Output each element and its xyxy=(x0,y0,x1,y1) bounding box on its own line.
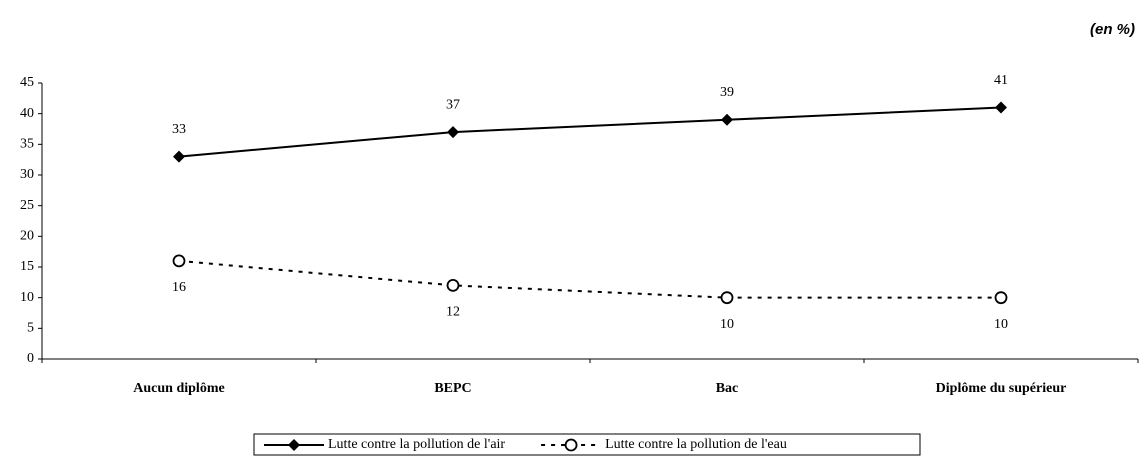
y-tick-label: 30 xyxy=(20,167,34,182)
data-label: 16 xyxy=(172,280,186,295)
marker xyxy=(564,438,578,452)
marker xyxy=(995,101,1007,114)
data-label: 12 xyxy=(446,305,460,320)
y-tick-label: 25 xyxy=(20,198,34,213)
series-line xyxy=(178,259,1001,299)
data-label: 10 xyxy=(720,317,734,332)
x-tick-label: Diplôme du supérieur xyxy=(936,381,1067,396)
y-tick-label: 20 xyxy=(20,229,34,244)
marker xyxy=(172,254,186,268)
marker xyxy=(720,291,734,305)
marker xyxy=(173,150,185,163)
marker xyxy=(447,126,459,139)
legend-label: Lutte contre la pollution de l'air xyxy=(328,437,505,452)
data-label: 39 xyxy=(720,85,734,100)
marker xyxy=(288,439,300,451)
y-tick-label: 35 xyxy=(20,137,34,152)
annotation: (en %) xyxy=(1090,21,1135,38)
marker xyxy=(994,291,1008,305)
marker xyxy=(721,113,733,126)
x-tick-label: Aucun diplôme xyxy=(133,381,224,396)
y-tick-label: 0 xyxy=(27,351,34,366)
legend-box xyxy=(253,433,921,456)
legend-label: Lutte contre la pollution de l'eau xyxy=(605,437,787,452)
marker xyxy=(446,278,460,292)
legend: Lutte contre la pollution de l'air Lutte … xyxy=(253,433,921,456)
data-label: 37 xyxy=(446,97,460,112)
data-label: 33 xyxy=(172,122,186,137)
x-tick-label: BEPC xyxy=(434,381,471,396)
x-tick-label: Bac xyxy=(716,381,739,396)
y-tick-label: 45 xyxy=(20,75,34,90)
y-tick-label: 15 xyxy=(20,259,34,274)
data-label: 41 xyxy=(994,73,1008,88)
y-tick-label: 10 xyxy=(20,290,34,305)
y-tick-label: 40 xyxy=(20,106,34,121)
series-line xyxy=(178,106,1002,158)
y-tick-label: 5 xyxy=(27,321,34,336)
data-label: 10 xyxy=(994,317,1008,332)
